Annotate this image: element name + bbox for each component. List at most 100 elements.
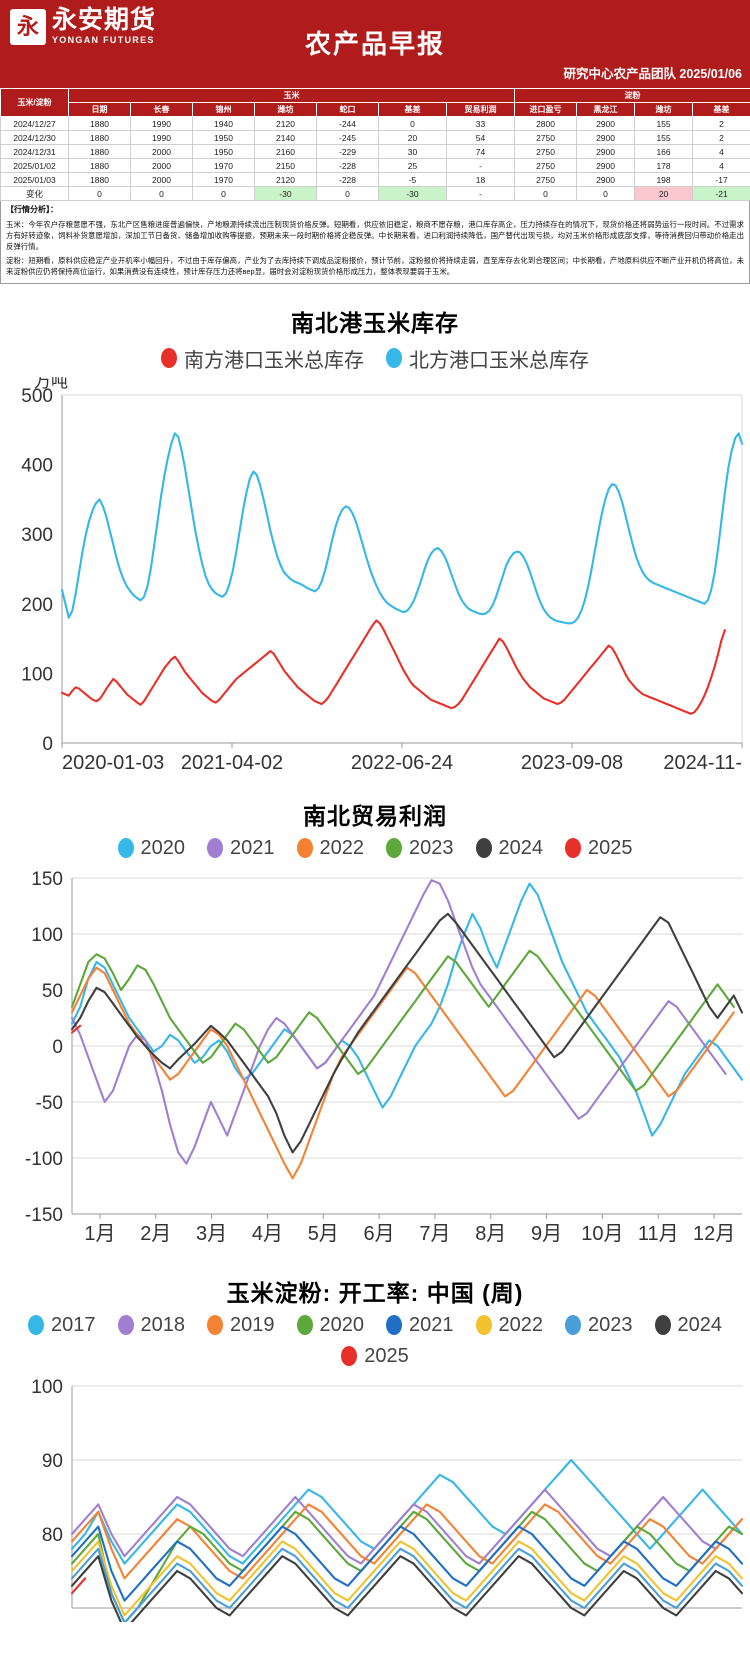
table-cell: 2 [692,130,750,145]
x-axis-tick: 2023-09-08 [521,752,623,774]
legend-marker-icon [565,838,581,859]
table-col-header: 长春 [130,102,193,117]
charts-container: 南北港玉米库存 南方港口玉米总库存 北方港口玉米总库存 万吨 0 100 200 300 400… [0,284,750,1622]
legend-item[interactable]: 2025 [565,837,633,860]
chart-plot: -150 -100 -50 0 50 100 150 1月 2月 3月 4月 5月 6月 7月 8月 9月 10… [25,869,744,1245]
report-team-date: 研究中心农产品团队 2025/01/06 [563,67,742,81]
chart-legend: 2020 2021 2022 2023 2024 2025 [0,837,750,860]
legend-label: 2020 [140,836,186,859]
change-cell: 0 [576,186,636,201]
table-cell: -228 [316,158,379,173]
legend-label: 2020 [319,1313,365,1336]
y-axis-tick: 200 [21,594,53,615]
y-axis-tick: -150 [25,1205,63,1226]
chart-corn-port-inventory: 南北港玉米库存 南方港口玉米总库存 北方港口玉米总库存 万吨 0 100 200 300 400… [0,284,750,777]
series-line [60,431,744,624]
x-axis-tick: 2022-06-24 [351,752,453,774]
legend-marker-icon [386,838,402,859]
logo-chinese-name: 永安期货 [52,6,157,34]
legend-item[interactable]: 2022 [475,1314,543,1337]
legend-label: 2021 [230,836,275,859]
x-axis-tick: 5月 [308,1223,339,1245]
x-axis-tick: 7月 [419,1223,450,1245]
y-axis-unit: 万吨 [34,377,68,391]
legend-item[interactable]: 北方港口玉米总库存 [386,344,589,373]
table-cell: 198 [634,172,694,187]
y-axis-tick: 90 [42,1451,63,1472]
y-axis-tick: 0 [52,1037,63,1058]
legend-marker-icon [117,838,134,859]
y-axis-tick: 300 [21,525,53,546]
table-cell: 1880 [68,130,131,145]
series-line [70,1547,744,1622]
legend-label: 2025 [588,836,633,859]
page-header: 永 永安期货 YONGAN FUTURES 农产品早报 研究中心农产品团队 20… [0,0,750,88]
y-axis-tick: 100 [31,1377,63,1398]
legend-item[interactable]: 2021 [386,1314,454,1337]
legend-item[interactable]: 2019 [207,1314,275,1337]
y-axis-tick: -100 [25,1149,63,1170]
legend-item[interactable]: 2024 [654,1313,723,1337]
change-cell: 20 [634,186,694,201]
table-cell: 1880 [68,172,131,187]
x-axis-tick: 9月 [531,1223,562,1245]
x-axis-tick: 2月 [140,1223,171,1245]
legend-item[interactable]: 2023 [565,1314,633,1337]
legend-item[interactable]: 2024 [475,837,543,860]
table-col-header: 潍坊 [634,102,694,117]
table-cell: 178 [634,158,694,173]
table-cell: 1970 [192,158,255,173]
legend-item[interactable]: 2020 [296,1313,365,1337]
legend-marker-icon [386,348,402,369]
table-cell: 155 [634,116,694,131]
legend-item[interactable]: 南方港口玉米总库存 [161,344,364,373]
change-cell: -30 [254,186,317,201]
x-axis-tick: 8月 [475,1223,506,1245]
table-cell: 1970 [192,172,255,187]
legend-item[interactable]: 2018 [117,1314,185,1337]
table-cell: 1950 [192,130,255,145]
legend-label: 南方港口玉米总库存 [184,349,364,372]
table-row: 2024/12/30 1880 1990 1950 2140 -245 20 54 2750 29… [0,130,750,145]
legend-item[interactable]: 2017 [28,1314,96,1337]
table-row: 2025/01/03 1880 2000 1970 2120 -228 -5 18 2750 29… [0,172,750,187]
change-row-label: 变化 [0,186,69,201]
series-line [70,1502,744,1579]
legend-item[interactable]: 2023 [386,837,454,860]
legend-marker-icon [386,1315,402,1336]
table-cell: 2000 [130,158,193,173]
table-cell: -5 [378,172,447,187]
page-title: 农产品早报 [304,29,445,59]
table-cell: 2900 [576,130,636,145]
table-body: 2024/12/27 1880 1990 1940 2120 -244 0 33 2800 290… [0,116,750,201]
y-axis-tick: -50 [36,1093,63,1114]
table-cell: 2900 [576,172,636,187]
chart-title: 南北贸易利润 [303,802,447,829]
x-axis-tick: 2020-01-03 [62,752,164,774]
legend-item[interactable]: 2020 [117,836,186,860]
chart-legend: 南方港口玉米总库存 北方港口玉米总库存 [0,344,750,373]
table-cell: 30 [378,144,447,159]
table-cell: 2140 [254,130,317,145]
table-cell: 2750 [514,172,578,187]
legend-item[interactable]: 2025 [341,1345,409,1368]
x-axis-tick: 11月 [638,1223,679,1245]
table-corner-label: 玉米/淀粉 [0,88,69,117]
table-group-starch: 淀粉 [514,88,750,103]
series-line [70,966,735,1179]
table-cell: 25 [378,158,447,173]
legend-item[interactable]: 2021 [207,837,275,860]
plot-area: 80 90 100 [0,1372,750,1622]
price-table: 玉米/淀粉 玉米 淀粉 日期长春锦州潍坊蛇口基差贸易利润进口盈亏黑龙江潍坊基差加… [0,88,750,201]
change-cell: 0 [316,186,379,201]
y-axis-tick: 500 [21,386,53,407]
table-cell: - [445,158,516,173]
change-cell: 0 [514,186,578,201]
legend-label: 2024 [677,1313,723,1336]
table-cell: -17 [692,172,750,187]
legend-label: 2023 [588,1313,633,1336]
table-cell: 1880 [68,144,131,159]
legend-item[interactable]: 2022 [296,837,364,860]
series-line [70,1539,744,1616]
change-cell: -21 [692,186,750,201]
